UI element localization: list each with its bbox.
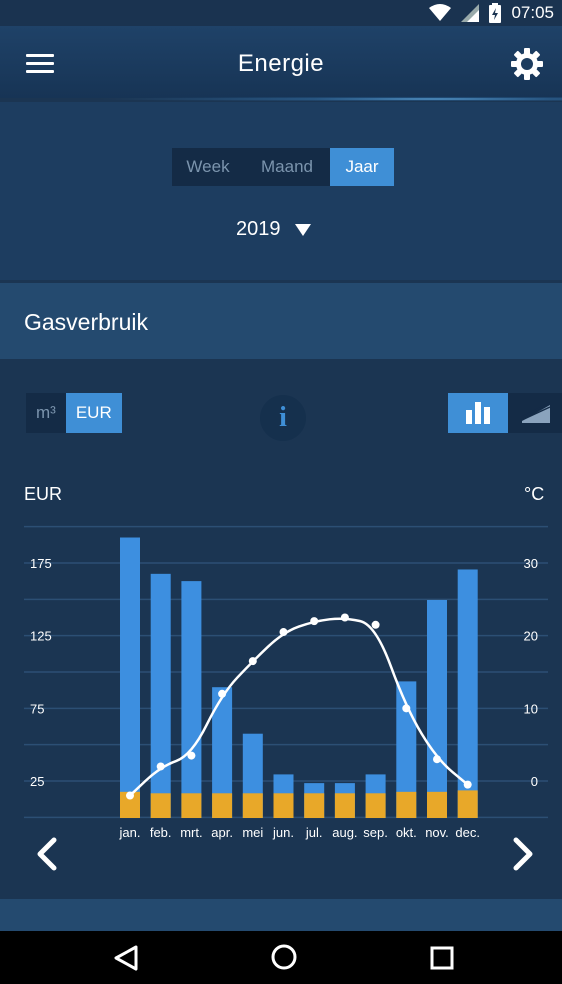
x-tick-label: jun.	[272, 825, 294, 840]
bar-base-jul	[304, 793, 325, 818]
next-section-header	[0, 899, 562, 931]
tab-month[interactable]: Maand	[244, 148, 330, 186]
bar-base-aug	[334, 793, 355, 818]
area-chart-icon	[521, 402, 551, 423]
x-tick-label: mei	[242, 825, 263, 840]
y-axis-unit-right: °C	[524, 484, 545, 504]
period-section: Week Maand Jaar 2019	[0, 102, 562, 280]
area-view-button[interactable]	[508, 393, 562, 433]
bar-chart-icon	[466, 402, 490, 424]
temperature-point-feb	[156, 762, 165, 771]
menu-icon[interactable]	[26, 54, 54, 74]
signal-icon	[461, 4, 480, 22]
temperature-line	[129, 617, 469, 797]
x-tick-label: okt.	[396, 825, 417, 840]
dropdown-arrow-icon	[294, 223, 311, 236]
temperature-point-jul	[310, 617, 319, 626]
y-axis-unit-left: EUR	[24, 484, 63, 504]
x-tick-label: dec.	[455, 825, 480, 840]
bar-apr	[212, 687, 233, 818]
bar-feb	[150, 573, 171, 818]
bar-view-button[interactable]	[448, 393, 508, 433]
x-tick-label: apr.	[211, 825, 233, 840]
bar-base-nov	[427, 791, 447, 818]
x-tick-label: sep.	[363, 825, 388, 840]
unit-toggle: m³ EUR	[26, 393, 122, 433]
temperature-point-nov	[433, 755, 441, 764]
bar-base-sep	[365, 793, 386, 818]
bar-base-dec	[457, 790, 478, 818]
wifi-icon	[429, 4, 452, 21]
bar-dec	[457, 569, 478, 818]
y2-tick-label: 0	[531, 774, 538, 789]
tab-week[interactable]: Week	[172, 148, 244, 186]
unit-m3-button[interactable]: m³	[26, 393, 66, 433]
y2-tick-label: 10	[524, 701, 538, 716]
x-tick-label: jan.	[119, 825, 141, 840]
app-bar-glow	[0, 96, 562, 102]
x-tick-label: nov.	[425, 825, 449, 840]
x-tick-label: mrt.	[180, 825, 202, 840]
y2-tick-label: 30	[524, 556, 538, 571]
x-tick-label: jul.	[305, 825, 323, 840]
back-icon[interactable]	[112, 945, 140, 971]
gear-icon[interactable]	[510, 47, 544, 81]
status-bar: 07:05	[0, 0, 562, 26]
year-selector[interactable]: 2019	[236, 218, 311, 241]
bar-base-jan	[120, 791, 140, 818]
recent-apps-icon[interactable]	[430, 946, 454, 970]
y-tick-label: 125	[30, 629, 52, 644]
bar-jan	[120, 537, 140, 818]
temperature-point-mei	[248, 657, 257, 666]
tab-year[interactable]: Jaar	[330, 148, 394, 186]
next-arrow-icon[interactable]	[508, 834, 540, 874]
bar-base-feb	[150, 793, 171, 818]
app-bar: Energie	[0, 26, 562, 98]
info-icon[interactable]: i	[260, 395, 306, 441]
x-tick-label: aug.	[332, 825, 357, 840]
temperature-point-aug	[340, 613, 349, 622]
y-tick-label: 25	[30, 774, 44, 789]
system-nav-bar	[0, 931, 562, 984]
temperature-point-sep	[371, 620, 380, 629]
y2-tick-label: 20	[524, 629, 538, 644]
bar-nov	[427, 600, 447, 818]
bar-mrt	[181, 581, 202, 818]
temperature-point-jun	[279, 628, 288, 637]
bar-base-apr	[212, 793, 233, 818]
gas-usage-chart: 25 75 125 175 0 10 20 30 jan. feb. mrt. apr. mei jun.…	[24, 525, 548, 840]
status-icons: 07:05	[429, 0, 554, 26]
y-tick-label: 175	[30, 556, 52, 571]
page-title: Energie	[237, 50, 325, 77]
bar-base-okt	[396, 791, 417, 818]
year-value: 2019	[236, 218, 281, 240]
bar-base-jun	[273, 793, 294, 818]
temperature-point-dec	[463, 780, 472, 789]
previous-arrow-icon[interactable]	[30, 834, 62, 874]
unit-eur-button[interactable]: EUR	[65, 393, 122, 433]
status-time: 07:05	[511, 3, 554, 22]
bar-base-mei	[242, 793, 263, 818]
section-title: Gasverbruik	[24, 309, 148, 335]
period-tabs: Week Maand Jaar	[172, 148, 394, 186]
home-icon[interactable]	[270, 943, 298, 971]
temperature-point-jan	[126, 791, 134, 800]
temperature-point-mrt	[187, 751, 196, 760]
x-tick-label: feb.	[150, 825, 172, 840]
bar-base-mrt	[181, 793, 202, 818]
temperature-point-okt	[402, 704, 411, 713]
temperature-point-apr	[218, 689, 227, 698]
y-tick-label: 75	[30, 701, 44, 716]
gas-usage-header: Gasverbruik	[0, 283, 562, 359]
battery-icon	[489, 3, 502, 23]
